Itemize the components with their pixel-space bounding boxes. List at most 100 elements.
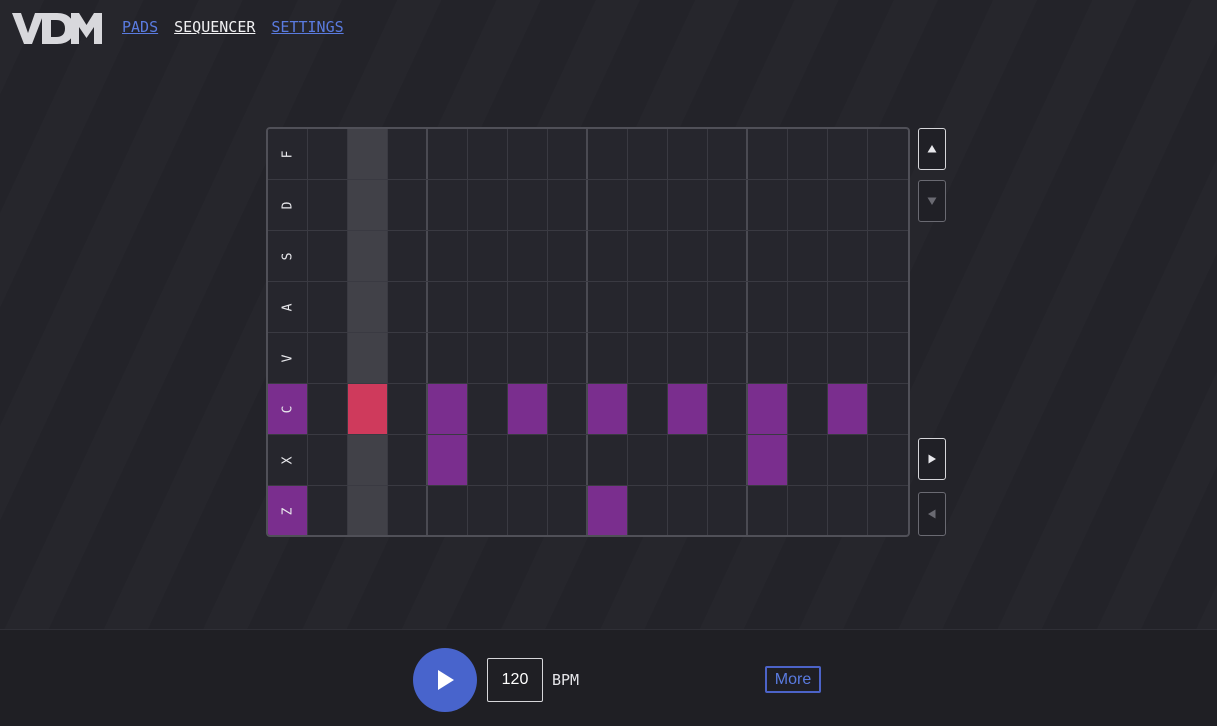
step-cell[interactable] [308,129,348,179]
step-cell[interactable] [428,486,468,535]
step-cell[interactable] [708,384,748,434]
step-cell[interactable] [748,435,788,485]
step-cell[interactable] [308,180,348,230]
step-cell[interactable] [348,333,388,383]
step-cell[interactable] [588,435,628,485]
step-cell[interactable] [708,486,748,535]
step-cell[interactable] [548,435,588,485]
step-cell[interactable] [548,282,588,332]
step-cell[interactable] [348,282,388,332]
step-cell[interactable] [788,333,828,383]
step-cell[interactable] [308,486,348,535]
step-cell[interactable] [548,333,588,383]
step-cell[interactable] [588,129,628,179]
step-cell[interactable] [588,180,628,230]
step-cell[interactable] [828,384,868,434]
step-cell[interactable] [628,333,668,383]
step-cell[interactable] [788,231,828,281]
step-cell[interactable] [788,180,828,230]
step-cell[interactable] [628,231,668,281]
step-cell[interactable] [308,435,348,485]
step-cell[interactable] [628,282,668,332]
step-cell[interactable] [868,231,907,281]
step-cell[interactable] [748,333,788,383]
step-cell[interactable] [788,486,828,535]
step-cell[interactable] [308,333,348,383]
step-cell[interactable] [828,231,868,281]
step-cell[interactable] [428,435,468,485]
step-cell[interactable] [748,231,788,281]
step-cell[interactable] [468,384,508,434]
step-cell[interactable] [708,435,748,485]
row-key-z[interactable]: Z [268,486,308,535]
step-cell[interactable] [668,180,708,230]
step-cell[interactable] [508,129,548,179]
step-cell[interactable] [428,129,468,179]
step-cell[interactable] [828,486,868,535]
step-cell[interactable] [388,231,428,281]
step-cell[interactable] [708,333,748,383]
step-cell[interactable] [588,333,628,383]
step-cell[interactable] [588,231,628,281]
step-cell[interactable] [868,435,907,485]
step-cell[interactable] [708,231,748,281]
step-cell[interactable] [548,180,588,230]
step-cell[interactable] [348,180,388,230]
step-cell[interactable] [828,282,868,332]
step-cell[interactable] [348,486,388,535]
step-cell[interactable] [708,180,748,230]
step-cell[interactable] [468,180,508,230]
step-cell[interactable] [548,231,588,281]
step-cell[interactable] [468,231,508,281]
step-cell[interactable] [868,384,907,434]
step-cell[interactable] [828,180,868,230]
step-cell[interactable] [548,384,588,434]
more-button[interactable]: More [765,666,821,693]
step-cell[interactable] [588,384,628,434]
step-cell[interactable] [828,435,868,485]
step-cell[interactable] [428,282,468,332]
row-key-s[interactable]: S [268,231,308,281]
step-cell[interactable] [628,180,668,230]
step-cell[interactable] [388,129,428,179]
row-key-d[interactable]: D [268,180,308,230]
step-cell[interactable] [828,333,868,383]
step-cell[interactable] [428,333,468,383]
step-cell[interactable] [348,435,388,485]
step-cell[interactable] [468,282,508,332]
step-cell[interactable] [788,282,828,332]
step-cell[interactable] [428,180,468,230]
step-cell[interactable] [748,129,788,179]
step-cell[interactable] [628,129,668,179]
scroll-down-button[interactable] [918,180,946,222]
step-cell[interactable] [828,129,868,179]
step-cell[interactable] [668,435,708,485]
step-cell[interactable] [668,231,708,281]
step-cell[interactable] [868,282,907,332]
step-cell[interactable] [388,282,428,332]
nav-pads[interactable]: PADS [122,17,159,36]
step-cell[interactable] [388,435,428,485]
step-cell[interactable] [468,129,508,179]
step-cell[interactable] [788,435,828,485]
play-button[interactable] [413,648,477,712]
row-key-a[interactable]: A [268,282,308,332]
step-cell[interactable] [868,180,907,230]
step-cell[interactable] [788,384,828,434]
step-cell[interactable] [628,384,668,434]
step-cell[interactable] [748,384,788,434]
step-cell[interactable] [668,333,708,383]
step-cell[interactable] [668,486,708,535]
step-cell[interactable] [708,282,748,332]
step-cell[interactable] [628,486,668,535]
step-cell[interactable] [588,282,628,332]
step-cell[interactable] [388,180,428,230]
nav-settings[interactable]: SETTINGS [271,17,344,36]
step-cell[interactable] [388,486,428,535]
step-cell[interactable] [388,384,428,434]
row-key-x[interactable]: X [268,435,308,485]
step-cell[interactable] [508,180,548,230]
step-cell[interactable] [548,129,588,179]
step-cell[interactable] [508,333,548,383]
step-cell[interactable] [668,129,708,179]
